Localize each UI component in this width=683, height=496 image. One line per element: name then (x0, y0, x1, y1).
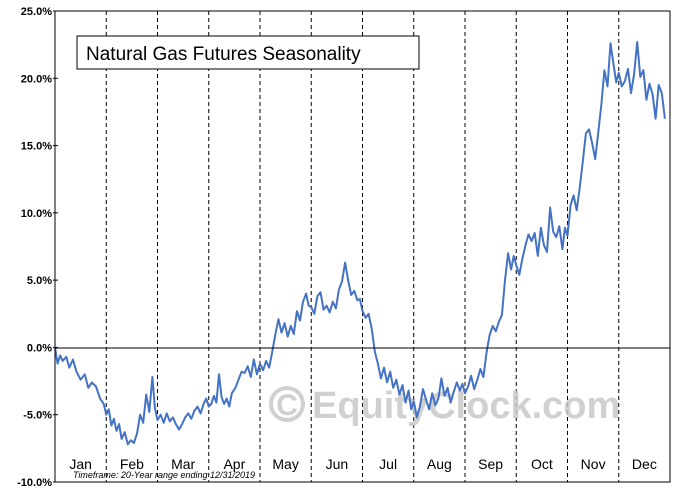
copyright-icon (269, 386, 305, 422)
x-label-sep: Sep (478, 456, 503, 472)
x-label-may: May (272, 456, 298, 472)
x-label-jun: Jun (326, 456, 349, 472)
x-label-mar: Mar (171, 456, 195, 472)
copyright-icon-letter: C (276, 389, 298, 422)
series-line (54, 41, 666, 446)
x-label-oct: Oct (531, 456, 553, 472)
y-axis-ticks: 25.0% 20.0% 15.0% 10.0% 5.0% 0.0% -5.0% -10.0% (17, 6, 58, 489)
y-tick-label: -10.0% (17, 477, 52, 489)
y-tick-label: 10.0% (21, 208, 52, 220)
y-tick-label: 15.0% (21, 141, 52, 153)
x-axis-labels: Jan Feb Mar Apr May Jun Jul Aug Sep Oct Nov Dec (69, 456, 656, 472)
timeframe-footnote: Timeframe: 20-Year range ending 12/31/20… (73, 470, 255, 480)
x-label-apr: Apr (223, 456, 245, 472)
y-tick-label: 0.0% (27, 342, 52, 354)
y-tick-label: 25.0% (21, 6, 52, 18)
x-label-jan: Jan (69, 456, 92, 472)
x-label-nov: Nov (581, 456, 606, 472)
x-label-dec: Dec (632, 456, 657, 472)
chart-title-border (76, 35, 420, 70)
y-tick-label: -5.0% (23, 410, 52, 422)
x-label-aug: Aug (427, 456, 452, 472)
month-gridlines (105, 11, 620, 482)
chart-title-box: Natural Gas Futures Seasonality (76, 35, 420, 70)
x-label-feb: Feb (120, 456, 144, 472)
y-tick-label: 5.0% (27, 275, 52, 287)
x-label-jul: Jul (379, 456, 397, 472)
y-tick-label: 20.0% (21, 73, 52, 85)
chart-title: Natural Gas Futures Seasonality (86, 44, 361, 65)
